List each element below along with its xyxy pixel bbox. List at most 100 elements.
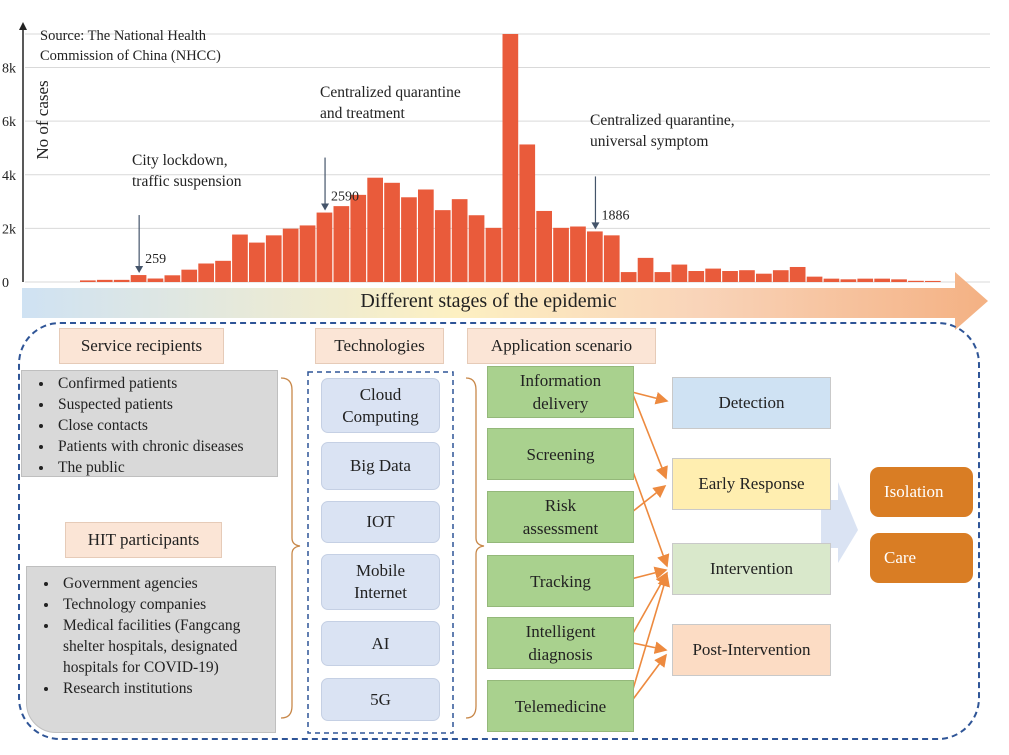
bar: [553, 227, 569, 282]
technology-box: Big Data: [321, 442, 440, 490]
bar: [857, 278, 874, 282]
outcome-box: Care: [870, 533, 973, 583]
annotation-arrow-head-icon: [135, 266, 144, 274]
bar: [299, 225, 316, 282]
annotation-line: universal symptom: [590, 133, 709, 150]
bar: [96, 279, 113, 282]
hit-participant-item: Technology companies: [59, 594, 275, 615]
annotation-text: City lockdown, traffic suspension: [132, 150, 241, 192]
y-tick-label: 2k: [2, 222, 16, 237]
bar: [249, 242, 265, 282]
bar: [739, 270, 755, 282]
bar: [603, 235, 620, 282]
bar: [198, 263, 214, 282]
annotation-text: Centralized quarantine, universal symptom: [590, 110, 735, 152]
source-note: Source: The National Health Commission o…: [40, 26, 221, 66]
bar: [587, 231, 603, 282]
service-recipient-item: The public: [54, 457, 277, 478]
bar: [823, 278, 840, 282]
technology-label: IOT: [366, 512, 395, 531]
technology-label: AI: [371, 633, 390, 653]
y-tick-label: 6k: [2, 115, 16, 130]
bar: [451, 199, 468, 282]
hit-participants-list: Government agenciesTechnology companiesM…: [26, 566, 276, 733]
application-box: Intelligent diagnosis: [487, 617, 634, 669]
application-box: Information delivery: [487, 366, 634, 418]
annotation-line: Centralized quarantine: [320, 84, 461, 101]
application-label: delivery: [532, 394, 589, 413]
annotation-line: Centralized quarantine,: [590, 112, 735, 129]
bar: [333, 206, 350, 282]
arrow-telemedicine-post: [627, 653, 667, 707]
technology-label: 5G: [370, 689, 391, 709]
application-label: Screening: [526, 444, 595, 464]
annotation-line: City lockdown,: [132, 152, 228, 169]
bar: [688, 271, 705, 282]
bar: [536, 210, 552, 282]
x-axis-label: Different stages of the epidemic: [360, 290, 617, 312]
hit-participant-item: Research institutions: [59, 678, 275, 699]
bar: [113, 279, 130, 282]
application-label: Tracking: [530, 571, 591, 591]
service-recipients-header: Service recipients: [59, 328, 224, 364]
technology-box: AI: [321, 621, 440, 666]
technology-box: Cloud Computing: [321, 378, 440, 433]
application-scenario-header: Application scenario: [467, 328, 656, 364]
application-box: Risk assessment: [487, 491, 634, 543]
technology-box: 5G: [321, 678, 440, 721]
stage-box-early-response: Early Response: [672, 458, 831, 510]
bar: [282, 228, 299, 282]
y-axis-arrow-icon: [19, 22, 27, 30]
framework-container: [18, 322, 980, 740]
technology-label: Big Data: [350, 456, 411, 475]
bar: [925, 280, 941, 282]
application-label: Intelligent: [525, 622, 596, 641]
application-box: Tracking: [487, 555, 634, 607]
bar: [316, 212, 333, 282]
y-tick-label: 4k: [2, 169, 16, 184]
bar: [806, 276, 823, 282]
application-label: diagnosis: [528, 645, 593, 664]
technology-label: Cloud: [359, 384, 402, 404]
bar: [434, 210, 451, 282]
bar: [468, 215, 485, 282]
service-recipient-item: Suspected patients: [54, 394, 277, 415]
bar: [840, 279, 857, 282]
outcome-box: Isolation: [870, 467, 973, 517]
bar: [367, 177, 383, 282]
bar: [350, 194, 367, 282]
bar: [485, 227, 502, 282]
bar: [215, 260, 231, 282]
brace-icon: [465, 377, 485, 719]
application-label: Telemedicine: [514, 696, 607, 716]
bar: [519, 144, 536, 282]
service-recipient-item: Patients with chronic diseases: [54, 436, 277, 457]
hit-participant-item: Medical facilities (Fangcang shelter hos…: [59, 615, 275, 678]
bar: [722, 271, 738, 282]
bar: [502, 34, 519, 282]
bar: [181, 269, 198, 282]
annotation-text: Centralized quarantine and treatment: [320, 82, 461, 124]
bar: [654, 272, 671, 282]
bar: [570, 226, 586, 282]
annotation-value-label: 1886: [601, 208, 629, 223]
technology-label: Mobile: [355, 561, 406, 580]
technology-label: Internet: [354, 583, 407, 602]
stage-box-detection: Detection: [672, 377, 831, 429]
bar: [772, 270, 789, 282]
application-box: Screening: [487, 428, 634, 480]
brace-icon: [280, 377, 301, 719]
bar: [891, 279, 907, 282]
case-bar-chart: 0 2k 4k 6k 8k 259 2590 1886: [2, 22, 990, 290]
bar: [130, 275, 147, 282]
hit-participants-header: HIT participants: [65, 522, 222, 558]
application-label: assessment: [522, 519, 599, 538]
annotation-value-label: 2590: [331, 190, 359, 205]
technologies-dashed-group: [307, 371, 454, 734]
y-tick-label: 8k: [2, 62, 16, 77]
application-box: Telemedicine: [487, 680, 634, 732]
annotation-arrow-head-icon: [591, 222, 600, 230]
source-note-line: Commission of China (NHCC): [40, 48, 221, 64]
technology-box: IOT: [321, 501, 440, 543]
